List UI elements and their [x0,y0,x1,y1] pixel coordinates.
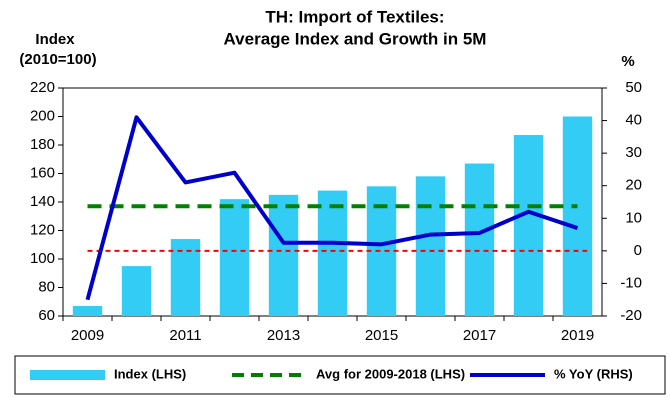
y2-tick-label: 20 [625,177,642,194]
bar [268,194,299,316]
x-tick-label: 2011 [169,327,201,344]
y-tick-label: 160 [30,164,55,181]
x-tick-label: 2013 [267,327,300,344]
y-tick-label: 200 [30,107,55,124]
x-tick-label: 2015 [365,327,398,344]
legend-label: % YoY (RHS) [554,366,633,381]
x-tick-label: 2019 [561,327,594,344]
y-tick-label: 60 [38,307,55,324]
y2-tick-label: 30 [625,144,642,161]
legend-swatch [30,370,105,380]
bar [562,116,593,316]
y-tick-label: 80 [38,278,55,295]
bar [72,306,103,316]
y2-tick-label: 10 [625,209,642,226]
y-tick-label: 140 [30,193,55,210]
y-tick-label: 220 [30,79,55,96]
x-tick-label: 2017 [463,327,496,344]
bar [317,190,348,316]
chart-title: Average Index and Growth in 5M [224,29,487,48]
bar [121,266,152,316]
y2-axis-label: % [621,53,634,70]
y2-tick-label: 50 [625,79,642,96]
bar [513,135,544,316]
chart-title: TH: Import of Textiles: [265,7,444,26]
y-tick-label: 100 [30,250,55,267]
y-axis-label: Index [35,31,75,48]
bar [219,199,250,316]
y-tick-label: 180 [30,136,55,153]
legend-box [14,355,666,395]
bar [464,163,495,316]
y-tick-label: 120 [30,221,55,238]
x-tick-label: 2009 [71,327,104,344]
y2-tick-label: -10 [620,274,642,291]
legend-label: Avg for 2009-2018 (LHS) [316,366,465,381]
y2-tick-label: 40 [625,112,642,129]
bar [170,239,201,316]
y2-tick-label: 0 [634,242,642,259]
bar [415,176,446,316]
y2-tick-label: -20 [620,307,642,324]
legend-label: Index (LHS) [114,366,186,381]
series-line [85,115,579,301]
y-axis-label: (2010=100) [19,51,96,68]
